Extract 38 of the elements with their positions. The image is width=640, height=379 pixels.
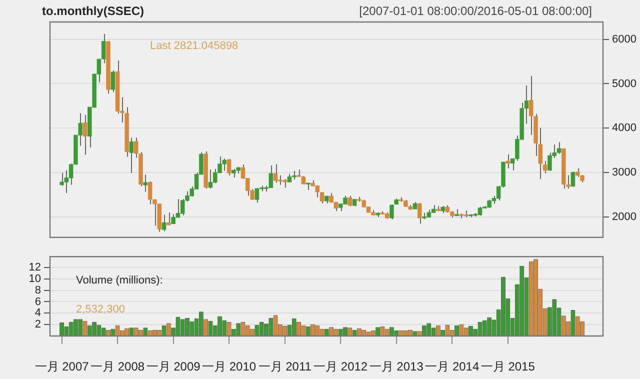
candlestick <box>320 192 324 204</box>
x-tick-label: 一月 2014 <box>425 360 480 374</box>
x-tick-label: 一月 2015 <box>480 360 536 374</box>
y-tick-label: 2000 <box>612 211 636 223</box>
y-tick-label: 3000 <box>612 166 636 179</box>
x-tick-label: 一月 2009 <box>146 360 201 374</box>
candlestick <box>82 114 88 156</box>
chart-subtitle: [2007-01-01 08:00:00/2016-05-01 08:00:00] <box>359 4 592 18</box>
x-tick-label: 一月 2012 <box>314 360 368 374</box>
annotation: 2,532,300 <box>76 304 125 316</box>
chart-title: to.monthly(SSEC) <box>42 4 144 18</box>
candlestick <box>570 171 576 187</box>
candlestick <box>226 158 232 176</box>
y-tick-label: 4 <box>34 307 41 320</box>
y-tick-label: 6 <box>34 296 41 308</box>
candlestick <box>254 188 260 204</box>
candlestick <box>566 174 570 190</box>
candlestick <box>348 195 352 207</box>
candlestick <box>101 33 106 64</box>
candlestick <box>110 70 116 93</box>
y-tick-label: 12 <box>28 261 41 274</box>
candlestick <box>166 212 171 226</box>
x-tick-label: 一月 2010 <box>202 360 256 374</box>
x-tick-label: 一月 2007 <box>34 360 90 374</box>
x-tick-label: 一月 2013 <box>369 360 424 374</box>
annotation: Last 2821.045898 <box>150 40 238 52</box>
y-tick-label: 8 <box>34 284 41 296</box>
x-tick-label: 一月 2008 <box>90 360 145 374</box>
y-tick-label: 10 <box>28 272 41 285</box>
y-tick-label: 4000 <box>612 122 636 134</box>
candlestick <box>542 160 548 174</box>
annotation: Volume (millions): <box>76 274 163 287</box>
y-tick-label: 2 <box>34 318 41 331</box>
y-tick-label: 6000 <box>612 33 636 46</box>
candlestick <box>417 202 422 224</box>
y-tick-label: 5000 <box>612 78 636 90</box>
x-tick-label: 一月 2011 <box>258 360 312 374</box>
candlestick <box>390 204 394 220</box>
